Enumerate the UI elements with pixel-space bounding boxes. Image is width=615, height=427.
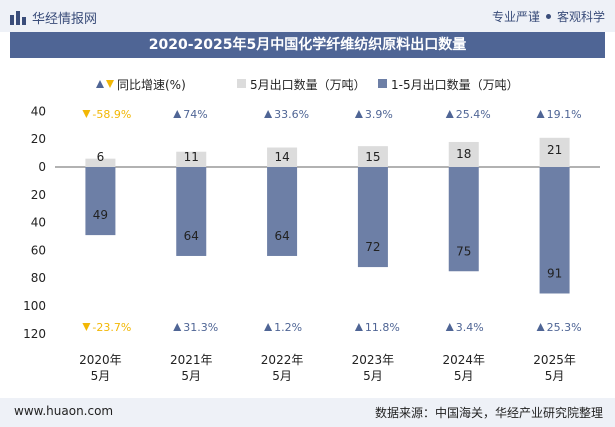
x-tick-label: 5月 <box>181 369 201 383</box>
bar-monthly <box>357 146 388 167</box>
data-label-monthly: 15 <box>365 150 380 164</box>
growth-label-monthly: 25.4% <box>456 108 491 121</box>
y-tick-label: 40 <box>31 216 46 230</box>
brand: 华经情报网 <box>10 8 97 27</box>
y-tick-label: 20 <box>31 188 46 202</box>
slogan-right: 客观科学 <box>556 10 605 24</box>
bar-monthly <box>539 137 570 167</box>
bar-cumulative <box>357 167 388 268</box>
growth-label-monthly: 19.1% <box>547 108 582 121</box>
bullet-icon <box>545 14 551 19</box>
growth-up-icon <box>536 323 545 331</box>
website-link[interactable]: www.huaon.com <box>14 404 114 418</box>
x-tick-label: 2021年 <box>170 353 213 367</box>
bar-monthly <box>176 151 207 167</box>
data-label-monthly: 6 <box>97 150 105 164</box>
growth-label-monthly: 3.9% <box>365 108 393 121</box>
data-label-cumulative: 75 <box>456 244 471 258</box>
x-tick-label: 5月 <box>363 369 383 383</box>
bar-cumulative <box>85 167 116 236</box>
data-label-monthly: 11 <box>184 150 199 164</box>
data-label-cumulative: 49 <box>93 208 108 222</box>
growth-label-monthly: 33.6% <box>274 108 309 121</box>
bar-cumulative <box>176 167 207 256</box>
growth-up-icon <box>173 323 182 331</box>
x-tick-label: 2023年 <box>352 353 395 367</box>
growth-down-icon <box>82 110 91 118</box>
top-bar: 华经情报网 专业严谨 客观科学 <box>0 0 615 32</box>
data-label-monthly: 14 <box>274 150 289 164</box>
y-tick-label: 120 <box>23 327 46 341</box>
bar-monthly <box>267 147 298 167</box>
brand-name: 华经情报网 <box>32 12 98 27</box>
data-label-monthly: 21 <box>547 143 562 157</box>
data-label-cumulative: 64 <box>274 229 289 243</box>
growth-up-icon <box>264 110 273 118</box>
bar-monthly <box>448 141 479 167</box>
bar-cumulative <box>539 167 570 294</box>
y-tick-label: 0 <box>38 160 46 174</box>
slogan: 专业严谨 客观科学 <box>492 8 605 25</box>
x-tick-label: 2025年 <box>533 353 576 367</box>
growth-up-icon <box>354 110 363 118</box>
x-tick-label: 2020年 <box>79 353 122 367</box>
growth-label-monthly: 74% <box>183 108 207 121</box>
footer: www.huaon.com 数据来源：中国海关，华经产业研究院整理 <box>0 398 615 427</box>
y-tick-label: 100 <box>23 299 46 313</box>
x-tick-label: 5月 <box>272 369 292 383</box>
growth-up-icon <box>264 323 273 331</box>
x-tick-label: 2022年 <box>261 353 304 367</box>
bar-cumulative <box>448 167 479 272</box>
brand-logo-icon <box>10 10 26 25</box>
x-tick-label: 5月 <box>454 369 474 383</box>
growth-up-icon <box>445 110 454 118</box>
bar-cumulative <box>267 167 298 256</box>
growth-up-icon <box>536 110 545 118</box>
growth-label-cumulative: 3.4% <box>456 321 484 334</box>
legend-monthly-swatch <box>237 79 246 88</box>
slogan-left: 专业严谨 <box>491 10 540 24</box>
growth-label-cumulative: 31.3% <box>183 321 218 334</box>
growth-up-icon <box>445 323 454 331</box>
legend-cumulative-swatch <box>378 79 387 88</box>
legend-label-growth: 同比增速(%) <box>117 78 186 92</box>
y-tick-label: 80 <box>31 271 46 285</box>
chart-title: 2020-2025年5月中国化学纤维纺织原料出口数量 <box>10 32 605 58</box>
y-tick-label: 40 <box>31 104 46 118</box>
x-tick-label: 2024年 <box>442 353 485 367</box>
legend-down-triangle-icon <box>106 80 114 88</box>
chart-canvas: 同比增速(%) 5月出口数量（万吨） 1-5月出口数量（万吨） 40 20 0 20 40 60… <box>23 77 600 383</box>
legend-label-monthly: 5月出口数量（万吨） <box>250 77 366 92</box>
y-tick-label: 20 <box>31 132 46 146</box>
growth-label-cumulative: 11.8% <box>365 321 400 334</box>
growth-label-cumulative: -23.7% <box>92 321 131 334</box>
growth-down-icon <box>82 323 91 331</box>
data-source: 数据来源：中国海关，华经产业研究院整理 <box>374 406 603 420</box>
legend-label-cumulative: 1-5月出口数量（万吨） <box>391 77 519 92</box>
data-label-monthly: 18 <box>456 147 471 161</box>
legend-up-triangle-icon <box>96 80 104 88</box>
x-tick-label: 5月 <box>545 369 565 383</box>
growth-label-cumulative: 1.2% <box>274 321 302 334</box>
growth-label-cumulative: 25.3% <box>547 321 582 334</box>
data-label-cumulative: 64 <box>184 229 199 243</box>
y-tick-label: 60 <box>31 243 46 257</box>
data-label-cumulative: 91 <box>547 266 562 280</box>
growth-up-icon <box>354 323 363 331</box>
growth-up-icon <box>173 110 182 118</box>
bar-monthly <box>85 158 116 167</box>
growth-label-monthly: -58.9% <box>92 108 131 121</box>
x-tick-label: 5月 <box>91 369 111 383</box>
data-label-cumulative: 72 <box>365 240 380 254</box>
